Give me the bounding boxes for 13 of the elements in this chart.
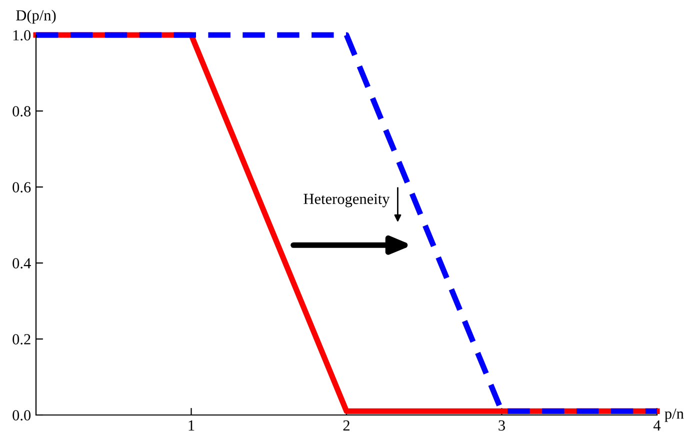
y-tick-label: 0.4 bbox=[12, 258, 31, 269]
x-tick-label: 3 bbox=[498, 420, 505, 431]
x-axis-title: p/n bbox=[664, 408, 684, 422]
x-tick-label: 2 bbox=[343, 420, 350, 430]
y-tick-label: 0.6 bbox=[12, 182, 31, 193]
y-axis-title: D(p/n) bbox=[16, 10, 56, 24]
y-tick-label: 0.2 bbox=[12, 334, 30, 345]
annotation: Heterogeneity bbox=[304, 194, 390, 208]
y-tick-label: 0.0 bbox=[12, 410, 31, 421]
x-tick-label: 4 bbox=[653, 420, 661, 430]
y-tick-label: 0.8 bbox=[12, 106, 31, 117]
y-tick-label: 1.0 bbox=[13, 30, 31, 41]
x-tick-label: 1 bbox=[188, 420, 194, 430]
